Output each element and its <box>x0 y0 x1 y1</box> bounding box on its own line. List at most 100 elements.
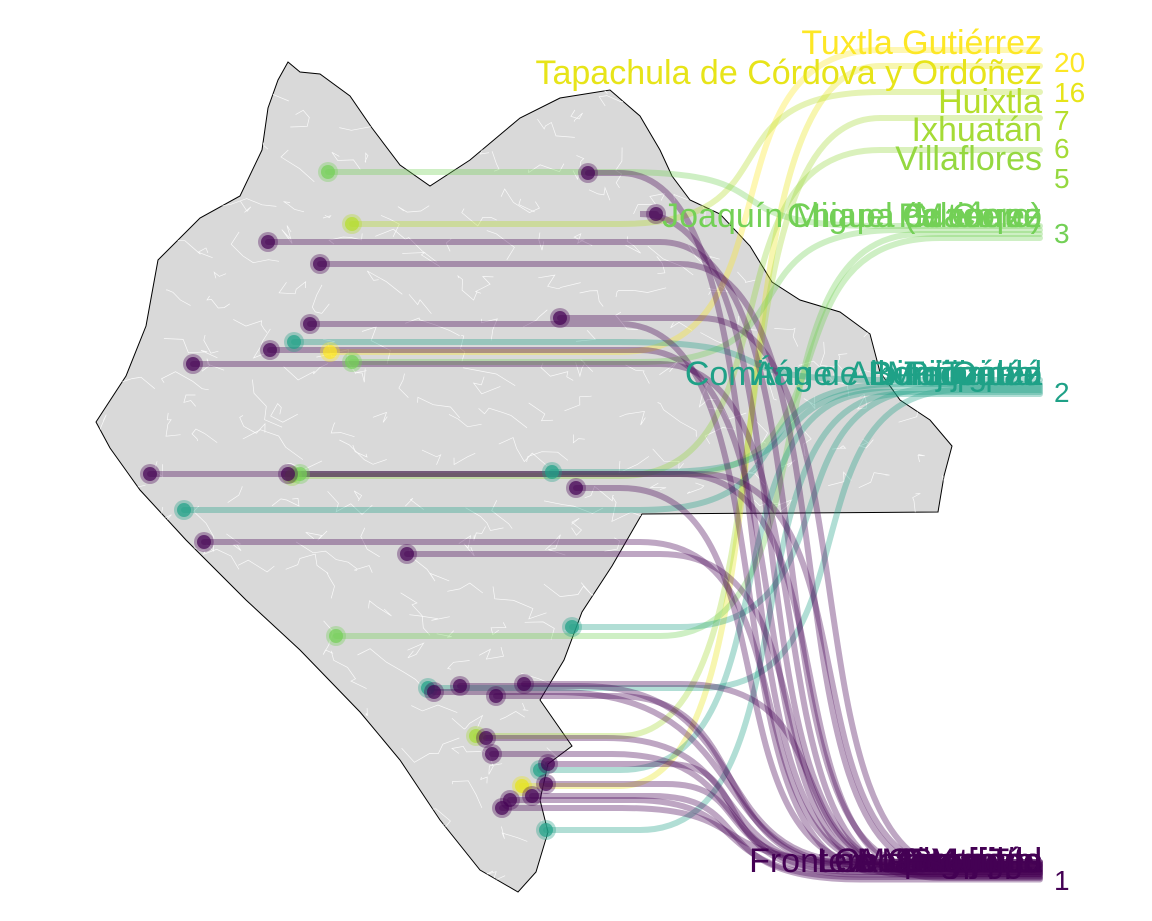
point-1-4 <box>553 311 567 325</box>
municipality-label: Ocozocoautla <box>834 842 1042 880</box>
flow-line-1-10 <box>573 485 1043 869</box>
point-3-2 <box>329 629 343 643</box>
flow-line-extra-0 <box>457 683 1043 865</box>
municipality-label: Ixhuatán <box>912 111 1042 149</box>
flow-line-1-9 <box>285 471 1043 873</box>
flow-line-1-3 <box>317 261 1043 871</box>
point-2-0 <box>287 335 301 349</box>
value-label: 2 <box>1054 377 1070 408</box>
point-extra-4 <box>485 747 499 761</box>
municipality-label: Joaquín Miguel Gutiérrez <box>662 197 1042 235</box>
point-2-1 <box>177 503 191 517</box>
point-1-11 <box>197 535 211 549</box>
value-label: 20 <box>1054 47 1085 78</box>
municipality-label: Villaflores <box>895 140 1042 178</box>
municipality-label: Mapastepec <box>857 842 1042 880</box>
flow-line-1-4 <box>557 315 1043 873</box>
point-16-0 <box>515 779 529 793</box>
flow-line-extra-7 <box>529 793 1043 883</box>
point-1-5 <box>303 317 317 331</box>
point-1-8 <box>143 467 157 481</box>
point-1-13 <box>517 677 531 691</box>
municipality-points <box>140 162 666 840</box>
state-outline <box>95 61 953 893</box>
flow-line-7-0 <box>349 89 1043 227</box>
municipality-label: Acacoyagua <box>855 842 1042 880</box>
point-1-9 <box>281 467 295 481</box>
flow-line-2-5 <box>537 389 1043 773</box>
point-1-7 <box>186 357 200 371</box>
point-1-10 <box>569 481 583 495</box>
flow-line-extra-6 <box>507 797 1043 880</box>
point-2-6 <box>539 823 553 837</box>
municipality-label: Pijijiapan <box>906 355 1042 393</box>
flow-line-extra-3 <box>483 735 1043 873</box>
value-label: 5 <box>1054 163 1070 194</box>
flow-line-3-0 <box>325 169 1043 229</box>
point-1-6 <box>263 343 277 357</box>
flow-line-1-5 <box>307 321 1043 875</box>
municipality-label: Frontera Comalapa <box>749 842 1042 880</box>
municipality-label: Tecpatán <box>904 355 1042 393</box>
value-label: 7 <box>1054 105 1070 136</box>
flow-line-1-13 <box>521 681 1043 877</box>
point-extra-7 <box>525 789 539 803</box>
flow-lines <box>147 47 1043 883</box>
flow-line-extra-4 <box>489 751 1043 875</box>
point-2-3 <box>565 620 579 634</box>
flow-line-1-2 <box>265 239 1043 869</box>
municipality-label: Tapachula de Córdova y Ordóñez <box>535 54 1042 92</box>
flow-line-extra-2 <box>493 693 1043 870</box>
flow-line-2-3 <box>569 385 1043 630</box>
point-1-0 <box>581 166 595 180</box>
point-extra-1 <box>427 685 441 699</box>
municipality-label: Yajalón <box>931 842 1042 880</box>
point-extra-8 <box>495 801 509 815</box>
municipality-label: Manuel <box>930 842 1042 880</box>
flow-line-extra-9 <box>543 781 1043 868</box>
municipality-label: Ángel Albino Corzo <box>753 355 1042 393</box>
flow-line-extra-8 <box>499 805 1043 865</box>
point-extra-5 <box>541 757 555 771</box>
municipality-label: Chiapa de Corzo <box>787 197 1042 235</box>
value-label: 3 <box>1054 218 1070 249</box>
point-1-2 <box>261 235 275 249</box>
point-3-3 <box>293 467 307 481</box>
point-2-2 <box>545 465 559 479</box>
flow-line-3-2 <box>333 231 1043 639</box>
flow-line-2-0 <box>291 339 1043 383</box>
flow-line-1-8 <box>147 471 1043 881</box>
municipality-label: Motozintla <box>887 355 1042 393</box>
flow-line-16-0 <box>519 63 1043 789</box>
municipality-label: Simojovel <box>895 842 1042 880</box>
municipality-label: Comitán de Domínguez <box>685 355 1042 393</box>
municipality-label: Escuintla <box>904 842 1042 880</box>
value-label: 16 <box>1054 77 1085 108</box>
point-1-3 <box>313 257 327 271</box>
point-1-1 <box>649 207 663 221</box>
flow-line-1-1 <box>639 211 1043 867</box>
municipality-label: Suchiate <box>910 842 1042 880</box>
value-label: 1 <box>1054 865 1070 896</box>
flow-line-3-3 <box>297 235 1043 477</box>
flow-line-5-0 <box>289 147 1043 479</box>
flow-line-3-1 <box>349 227 1043 365</box>
point-extra-9 <box>539 777 553 791</box>
flow-line-1-11 <box>201 539 1043 871</box>
flow-line-2-1 <box>181 381 1043 513</box>
municipality-label: Palenque <box>898 197 1042 235</box>
municipality-label: Tuxtla Gutiérrez <box>801 24 1042 62</box>
point-3-1 <box>345 355 359 369</box>
point-extra-0 <box>453 679 467 693</box>
municipality-label: Ocosingo <box>898 842 1042 880</box>
municipality-label: Huixtla <box>938 83 1042 121</box>
point-extra-3 <box>479 731 493 745</box>
point-1-12 <box>400 547 414 561</box>
municipality-label: (Madero) <box>904 197 1042 235</box>
flow-line-1-12 <box>404 551 1043 875</box>
municipality-label: Tonalá <box>942 355 1042 393</box>
municipality-label: Las Margaritas <box>817 842 1042 880</box>
flow-line-1-7 <box>190 361 1043 879</box>
